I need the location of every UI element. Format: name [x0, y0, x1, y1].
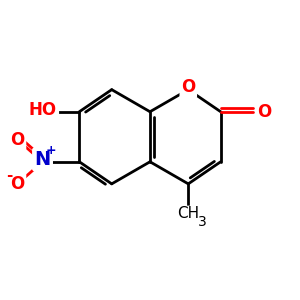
Text: O: O — [257, 103, 272, 121]
Text: HO: HO — [28, 101, 57, 119]
Text: N: N — [34, 150, 51, 169]
Text: O: O — [11, 131, 25, 149]
Text: 3: 3 — [198, 214, 207, 229]
Text: -: - — [6, 168, 12, 183]
Text: CH: CH — [177, 206, 199, 221]
Text: O: O — [11, 175, 25, 193]
Text: +: + — [46, 144, 56, 157]
Text: O: O — [181, 78, 195, 96]
